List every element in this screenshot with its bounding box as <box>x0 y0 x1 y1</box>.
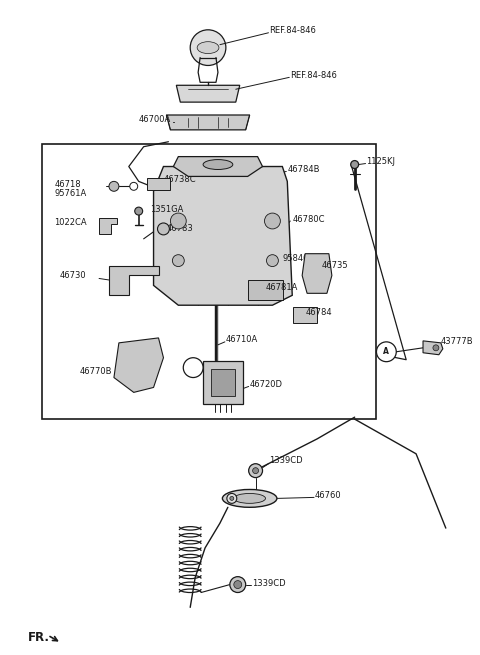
Circle shape <box>433 345 439 351</box>
Text: 43777B: 43777B <box>441 337 473 346</box>
Text: 1125KJ: 1125KJ <box>367 157 396 166</box>
Text: 46735: 46735 <box>322 261 348 270</box>
Text: 46720D: 46720D <box>250 380 283 389</box>
Text: REF.84-846: REF.84-846 <box>290 71 337 80</box>
Ellipse shape <box>203 160 233 170</box>
Text: 46710A: 46710A <box>226 335 258 345</box>
Bar <box>211 369 235 396</box>
Polygon shape <box>302 253 332 293</box>
Text: 46718: 46718 <box>55 180 81 189</box>
Text: A: A <box>384 347 389 356</box>
Polygon shape <box>423 341 443 355</box>
Text: 46770B: 46770B <box>79 367 112 376</box>
Text: 95840: 95840 <box>282 254 309 263</box>
Text: A: A <box>190 363 196 372</box>
Circle shape <box>266 255 278 267</box>
Circle shape <box>351 160 359 168</box>
Text: 46780C: 46780C <box>292 215 325 223</box>
Ellipse shape <box>197 42 219 54</box>
Polygon shape <box>154 166 292 305</box>
Circle shape <box>190 29 226 66</box>
Polygon shape <box>99 218 117 234</box>
Circle shape <box>227 493 237 503</box>
Text: 46730: 46730 <box>60 271 86 280</box>
Circle shape <box>170 213 186 229</box>
Text: 46781A: 46781A <box>265 283 298 292</box>
Text: 46784: 46784 <box>305 308 332 316</box>
Bar <box>42 143 376 419</box>
Text: FR.: FR. <box>28 631 50 644</box>
Text: 46700A: 46700A <box>139 115 171 124</box>
Ellipse shape <box>222 489 277 508</box>
Text: 46738C: 46738C <box>164 175 196 184</box>
Circle shape <box>252 468 259 474</box>
Circle shape <box>172 255 184 267</box>
Circle shape <box>230 576 246 593</box>
Polygon shape <box>109 265 158 295</box>
Bar <box>203 361 243 404</box>
Circle shape <box>264 213 280 229</box>
Text: 1339CD: 1339CD <box>269 457 303 465</box>
Circle shape <box>109 181 119 191</box>
Text: 1351GA: 1351GA <box>151 204 184 214</box>
Circle shape <box>234 580 242 589</box>
Circle shape <box>183 358 203 377</box>
Text: REF.84-846: REF.84-846 <box>269 26 316 35</box>
Circle shape <box>130 182 138 191</box>
Circle shape <box>157 223 169 235</box>
Circle shape <box>249 464 263 477</box>
Text: 46784B: 46784B <box>288 165 320 174</box>
Text: 46783: 46783 <box>167 225 193 233</box>
Bar <box>293 307 317 323</box>
Text: 95761A: 95761A <box>55 189 87 198</box>
Text: 46760: 46760 <box>315 491 342 500</box>
Circle shape <box>230 496 234 500</box>
Polygon shape <box>114 338 164 392</box>
Polygon shape <box>167 115 250 130</box>
Text: 1022CA: 1022CA <box>55 219 87 227</box>
Text: 1339CD: 1339CD <box>252 579 285 588</box>
Ellipse shape <box>234 493 265 503</box>
Polygon shape <box>176 85 240 102</box>
Bar <box>146 178 170 191</box>
Bar <box>248 280 283 300</box>
Circle shape <box>376 342 396 362</box>
Polygon shape <box>173 157 263 176</box>
Circle shape <box>135 207 143 215</box>
